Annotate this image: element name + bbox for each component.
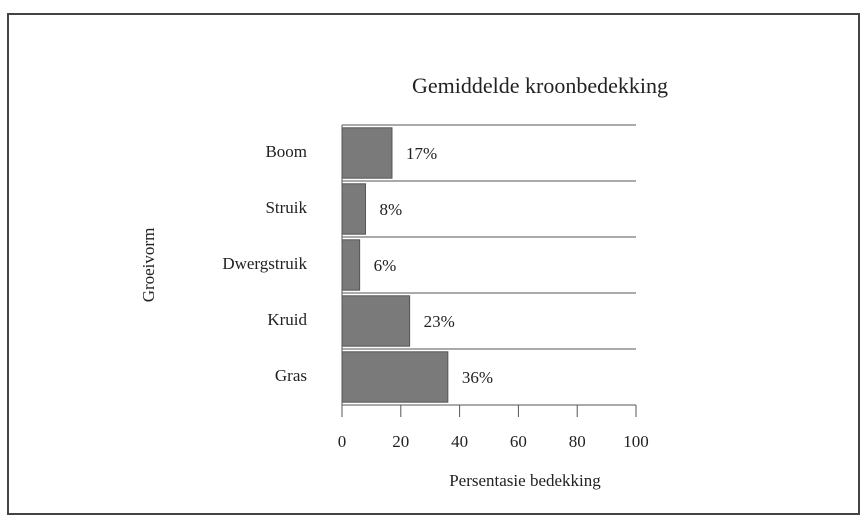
value-label: 6% <box>374 256 397 275</box>
y-axis-label: Groeivorm <box>139 228 158 303</box>
x-tick-label: 60 <box>510 432 527 451</box>
bar <box>341 127 393 179</box>
value-label: 17% <box>406 144 437 163</box>
bar <box>341 351 449 403</box>
y-tick-label: Boom <box>265 142 307 161</box>
y-tick-label: Kruid <box>267 310 307 329</box>
x-tick-label: 80 <box>569 432 586 451</box>
y-tick-label: Dwergstruik <box>222 254 307 273</box>
x-tick-label: 0 <box>338 432 347 451</box>
x-tick-label: 100 <box>623 432 649 451</box>
x-tick-label: 20 <box>392 432 409 451</box>
value-label: 36% <box>462 368 493 387</box>
y-tick-label: Gras <box>275 366 307 385</box>
bar <box>341 239 361 291</box>
y-tick-label: Struik <box>265 198 307 217</box>
bar <box>341 295 411 347</box>
value-label: 23% <box>424 312 455 331</box>
chart-title: Gemiddelde kroonbedekking <box>412 73 668 98</box>
bar <box>341 183 367 235</box>
value-label: 8% <box>380 200 403 219</box>
x-tick-label: 40 <box>451 432 468 451</box>
frame <box>7 13 860 515</box>
x-axis-label: Persentasie bedekking <box>449 471 601 490</box>
